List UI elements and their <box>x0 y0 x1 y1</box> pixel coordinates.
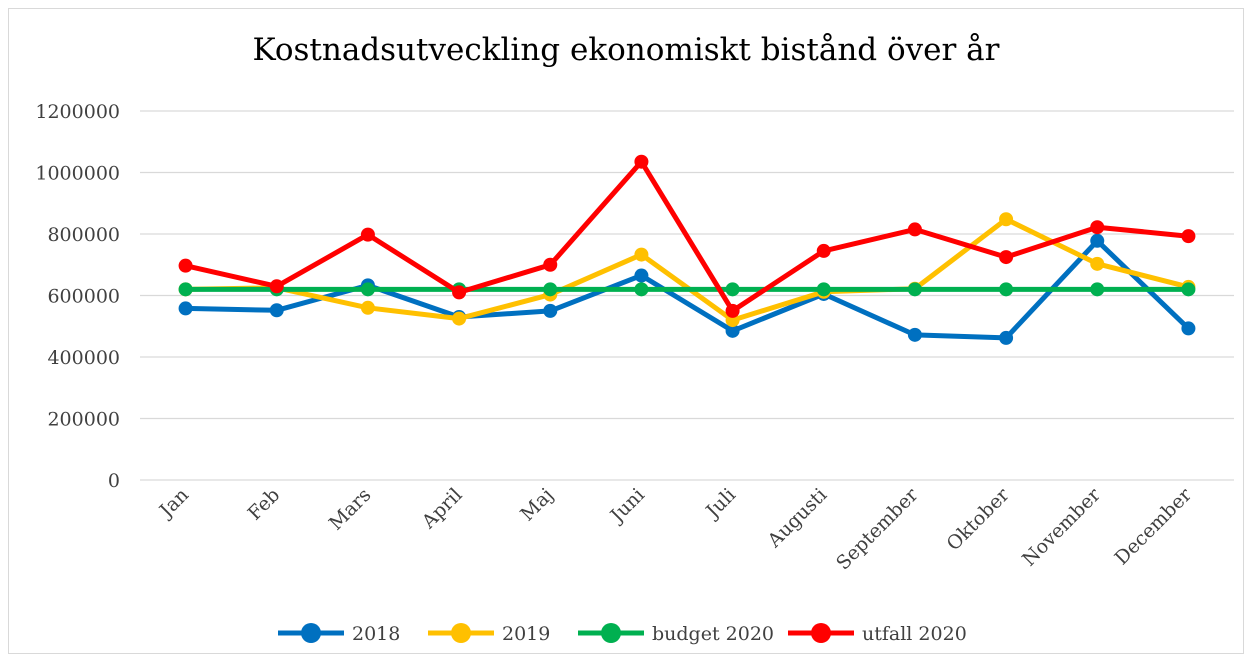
data-point <box>543 303 558 318</box>
data-point <box>178 282 193 297</box>
data-point <box>816 282 831 297</box>
data-point <box>269 303 284 318</box>
data-point <box>1181 229 1196 244</box>
data-point <box>634 282 649 297</box>
data-point <box>907 222 922 237</box>
data-point <box>543 257 558 272</box>
legend-item: budget 2020 <box>578 623 774 645</box>
x-tick-label: December <box>1110 483 1196 569</box>
series-2019 <box>178 212 1196 328</box>
x-tick-label: Jan <box>154 484 193 523</box>
legend-marker-icon <box>601 623 621 643</box>
data-point <box>907 282 922 297</box>
legend-label: 2019 <box>502 623 550 645</box>
data-point <box>634 247 649 262</box>
legend-marker-icon <box>451 623 471 643</box>
series-budget-2020 <box>178 282 1196 297</box>
data-point <box>725 303 740 318</box>
series-lines <box>178 154 1196 345</box>
data-point <box>360 227 375 242</box>
chart-frame <box>8 8 1244 654</box>
legend-item: utfall 2020 <box>788 623 967 645</box>
data-point <box>452 285 467 300</box>
x-tick-label: Feb <box>244 484 285 525</box>
data-point <box>178 258 193 273</box>
data-point <box>999 282 1014 297</box>
x-tick-label: Maj <box>516 484 557 525</box>
data-point <box>360 282 375 297</box>
y-axis-tick-labels: 0 200000 400000 600000 800000 1000000 1200000 <box>35 101 120 492</box>
series-utfall-2020 <box>178 154 1196 318</box>
legend: 2018 2019 budget 2020 utfall 2020 <box>278 623 967 645</box>
legend-item: 2019 <box>428 623 550 645</box>
data-point <box>1090 233 1105 248</box>
data-point <box>999 250 1014 265</box>
data-point <box>634 268 649 283</box>
data-point <box>1090 256 1105 271</box>
data-point <box>1181 321 1196 336</box>
x-tick-label: Juli <box>701 484 741 524</box>
legend-label: utfall 2020 <box>862 623 967 645</box>
data-point <box>360 300 375 315</box>
y-tick-label: 1200000 <box>35 101 120 123</box>
legend-marker-icon <box>301 623 321 643</box>
y-tick-label: 1000000 <box>35 163 120 185</box>
y-tick-label: 0 <box>108 470 120 492</box>
data-point <box>816 243 831 258</box>
series-line <box>183 159 1191 314</box>
chart-title: Kostnadsutveckling ekonomiskt bistånd öv… <box>253 32 1000 68</box>
data-point <box>543 282 558 297</box>
x-tick-label: Juni <box>605 484 649 528</box>
data-point <box>725 282 740 297</box>
y-tick-label: 400000 <box>47 347 120 369</box>
y-tick-label: 800000 <box>47 224 120 246</box>
legend-label: 2018 <box>352 623 400 645</box>
data-point <box>999 212 1014 227</box>
x-tick-label: Augusti <box>763 484 831 552</box>
data-point <box>634 154 649 169</box>
x-tick-label: Oktober <box>942 483 1014 555</box>
x-tick-label: November <box>1018 483 1105 570</box>
x-tick-label: September <box>832 483 923 574</box>
data-point <box>1090 220 1105 235</box>
data-point <box>452 311 467 326</box>
x-tick-label: April <box>417 484 467 534</box>
y-tick-label: 200000 <box>47 409 120 431</box>
legend-item: 2018 <box>278 623 400 645</box>
data-point <box>269 279 284 294</box>
legend-marker-icon <box>811 623 831 643</box>
x-axis-tick-labels: Jan Feb Mars April Maj Juni Juli Augusti Septemb… <box>154 483 1197 574</box>
data-point <box>725 323 740 338</box>
data-point <box>178 301 193 316</box>
x-tick-label: Mars <box>325 484 376 535</box>
y-tick-label: 600000 <box>47 286 120 308</box>
data-point <box>1090 282 1105 297</box>
legend-label: budget 2020 <box>652 623 774 645</box>
data-point <box>1181 282 1196 297</box>
data-point <box>907 327 922 342</box>
data-point <box>999 330 1014 345</box>
